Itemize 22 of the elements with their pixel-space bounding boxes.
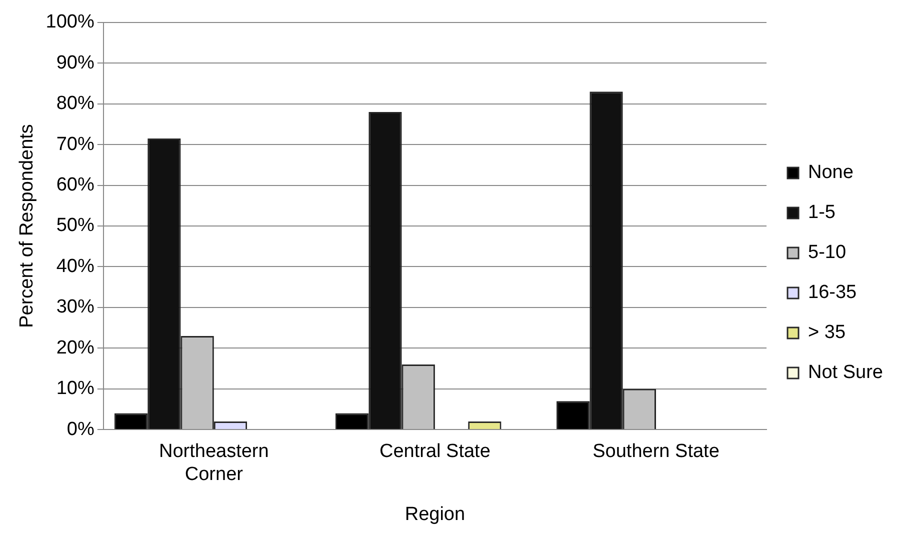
y-tick-label: 90% [56,52,94,74]
y-tick-label: 80% [56,93,94,114]
y-tick-label: 50% [56,215,94,236]
legend-label: 1-5 [808,202,836,224]
x-tick-label: Northeastern Corner [158,441,269,486]
y-tick-label: 30% [56,296,94,318]
y-tick-label: 0% [66,418,94,440]
y-axis-title: Percent of Respondents [16,124,38,328]
x-axis-title: Region [404,504,466,525]
legend-label: Not Sure [808,362,884,384]
y-tick-label: 10% [56,378,94,400]
y-tick-label: 100% [46,12,94,33]
legend-label: > 35 [808,322,846,344]
y-tick-label: 60% [56,174,94,196]
x-tick-label: Southern State [592,441,720,462]
legend-label: None [808,162,854,184]
x-tick-label: Central State [380,441,490,462]
legend-label: 16-35 [808,282,857,304]
y-tick-label: 40% [56,256,94,277]
y-tick-label: 70% [56,134,94,155]
legend-label: 5-10 [808,242,846,264]
y-tick-label: 20% [56,337,94,358]
